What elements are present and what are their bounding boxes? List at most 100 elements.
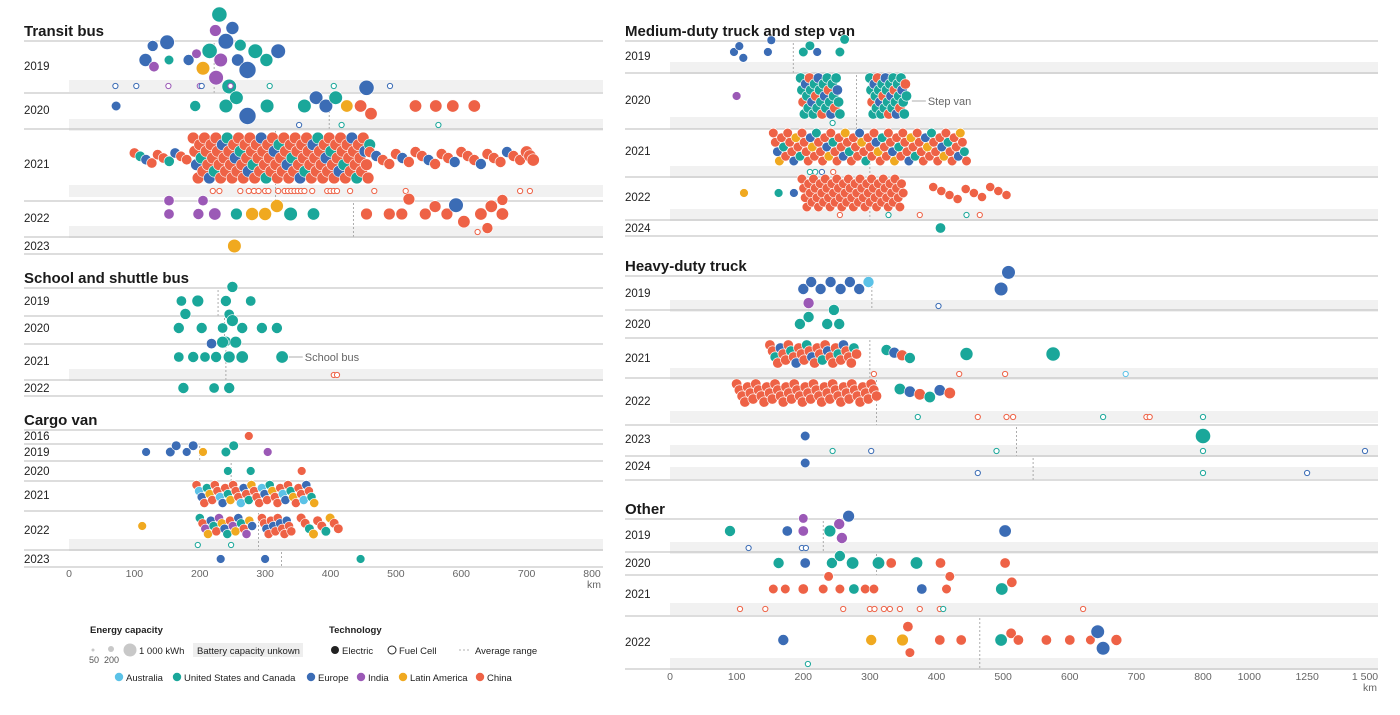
fuel-cell-dot-4-2-1 <box>956 370 963 378</box>
fuel-cell-dot-4-4-3 <box>1199 447 1207 455</box>
bubble-3-3-x68 <box>952 194 963 204</box>
bubble-0-3-2 <box>192 208 205 220</box>
bubble-5-1-3 <box>834 550 846 562</box>
bubble-2-1-6 <box>220 446 231 458</box>
bubble-5-0-1 <box>781 525 793 537</box>
bubble-3-2-x21 <box>811 127 822 139</box>
fuel-cell-dot-2-4-0 <box>194 541 201 549</box>
bubble-3-1-x30 <box>831 84 843 96</box>
fuel-cell-dot-3-2-xf2 <box>818 168 826 176</box>
x-tick-label: 700 <box>518 568 536 580</box>
bubble-1-0-2 <box>220 295 232 307</box>
bubble-5-3-7 <box>994 633 1008 647</box>
x-tick-label: 400 <box>322 568 340 580</box>
bubble-0-1-3 <box>229 90 244 105</box>
bubble-0-1-16 <box>446 99 460 113</box>
bubble-5-0-4 <box>823 524 837 538</box>
fuel-cell-dot-4-3-xf2 <box>1003 413 1010 421</box>
bubble-3-3-x72 <box>985 182 996 192</box>
bubble-5-3-2 <box>896 633 909 647</box>
fuel-cell-band <box>69 226 603 238</box>
bubble-0-1-6 <box>297 98 312 114</box>
bubble-1-2-4 <box>210 351 222 363</box>
fuel-cell-dot-5-3-0 <box>804 660 812 668</box>
fuel-cell-dot-0-2-xf15 <box>301 187 308 195</box>
bubble-4-3-x54 <box>913 388 926 401</box>
bubble-4-3-x51 <box>870 390 882 402</box>
fuel-cell-dot-5-2-10 <box>940 605 947 613</box>
bubble-1-0-4 <box>245 295 257 307</box>
bubble-3-3-x65 <box>928 182 939 192</box>
bubble-3-3-x71 <box>977 192 987 202</box>
panel-title: Heavy-duty truck <box>625 258 747 275</box>
bubble-4-3-x57 <box>943 386 956 399</box>
x-tick-label: 200 <box>794 671 812 683</box>
fuel-cell-dot-4-0-0 <box>935 302 942 310</box>
bubble-0-1-17 <box>467 99 481 113</box>
x-axis-unit: km <box>587 579 601 591</box>
legend-electric-marker <box>331 646 339 654</box>
fuel-cell-dot-3-2-xf1 <box>812 168 819 176</box>
bubble-3-3-x0 <box>739 188 749 198</box>
legend-region-label: Latin America <box>410 673 468 684</box>
fuel-cell-band <box>670 368 1378 380</box>
row-year-label: 2021 <box>625 146 651 158</box>
bubble-1-2-9 <box>275 350 289 364</box>
fuel-cell-dot-0-3-0 <box>474 228 481 236</box>
fuel-cell-band <box>670 117 1378 129</box>
fuel-cell-dot-0-0-1 <box>133 82 140 90</box>
fuel-cell-dot-0-0-5 <box>227 82 234 90</box>
bubble-0-2-x118 <box>361 171 375 185</box>
bubble-5-3-15 <box>1110 634 1123 646</box>
row-year-label: 2021 <box>24 356 50 368</box>
bubble-5-1-8 <box>934 557 946 569</box>
bubble-5-2-13 <box>1006 576 1018 588</box>
bubble-0-3-5 <box>230 207 243 221</box>
bubble-0-0-2 <box>148 61 160 73</box>
fuel-cell-dot-3-2-xf0 <box>806 168 814 176</box>
bubble-3-2-x77 <box>926 127 937 139</box>
x-tick-label: 500 <box>994 671 1012 683</box>
fuel-cell-dot-4-2-2 <box>1002 370 1009 378</box>
legend-region-swatch <box>398 672 408 682</box>
fuel-cell-dot-2-4-1 <box>228 541 235 549</box>
fuel-cell-dot-5-2-8 <box>916 605 923 613</box>
bubble-0-1-11 <box>354 99 368 113</box>
bubble-3-3-x63 <box>896 178 907 189</box>
legend-size-small-label: 50 <box>89 655 99 665</box>
fuel-cell-dot-4-2-3 <box>1122 370 1129 378</box>
bubble-0-1-15 <box>429 99 443 113</box>
legend-fuel-cell-label: Fuel Cell <box>399 646 437 657</box>
bubble-5-3-14 <box>1095 641 1111 656</box>
panel-title: Cargo van <box>24 412 97 429</box>
bubble-1-2-8 <box>235 350 249 364</box>
bubble-1-3-0 <box>177 382 190 394</box>
bubble-5-3-4 <box>904 647 916 658</box>
fuel-cell-band <box>670 62 1378 74</box>
fuel-cell-dot-3-3-xf3 <box>963 211 970 219</box>
bubble-3-3-x73 <box>993 186 1004 196</box>
bubble-0-3-4 <box>208 207 222 221</box>
bubble-5-0-8 <box>998 524 1012 538</box>
fuel-cell-dot-0-0-2 <box>165 82 172 90</box>
fuel-cell-band <box>69 119 603 131</box>
fuel-cell-dot-0-2-xf1 <box>216 187 223 195</box>
fuel-cell-dot-5-2-2 <box>840 605 847 613</box>
bubble-0-3-13 <box>395 207 408 221</box>
legend-region-label: Europe <box>318 673 349 684</box>
x-tick-label: 1 500 <box>1352 671 1378 683</box>
bubble-3-2-x14 <box>796 127 808 139</box>
bubble-0-3-24 <box>496 194 509 206</box>
bubble-5-3-3 <box>902 621 914 633</box>
fuel-cell-dot-4-4-1 <box>868 447 875 455</box>
bubble-0-3-10 <box>306 207 320 221</box>
legend-size-mid-label: 200 <box>104 655 119 665</box>
x-axis-unit: km <box>1363 682 1377 694</box>
bubble-4-4-0 <box>800 430 811 442</box>
bubble-4-0-2 <box>814 283 827 295</box>
bubble-2-1-8 <box>263 447 273 457</box>
fuel-cell-dot-4-3-xf6 <box>1146 413 1153 421</box>
fuel-cell-band <box>670 209 1378 221</box>
fuel-cell-dot-5-0-0 <box>745 544 752 552</box>
bubble-0-3-17 <box>440 207 454 221</box>
